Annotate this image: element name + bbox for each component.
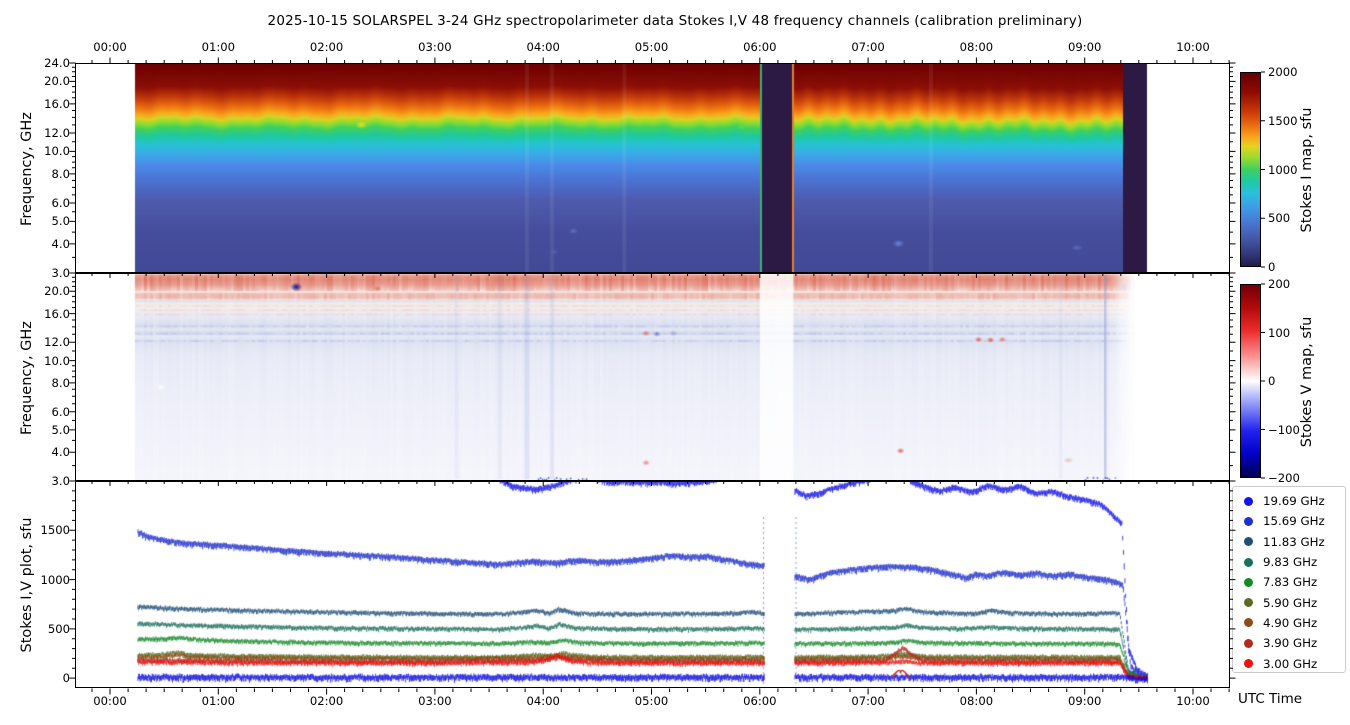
cb-tick-label: 1000 — [1268, 162, 1298, 177]
legend-marker-icon — [1244, 496, 1253, 506]
x-tick-label-bottom: 09:00 — [1067, 694, 1102, 708]
x-tick-label-bottom: 10:00 — [1176, 694, 1210, 708]
legend-marker-icon — [1244, 659, 1253, 669]
x-tick-label-top: 06:00 — [743, 40, 777, 54]
legend-entry: 3.90 GHz — [1233, 633, 1345, 653]
legend-marker-icon — [1244, 618, 1253, 628]
p2-y-tick-label: 12.0 — [44, 335, 70, 350]
p2-y-tick-label: 6.0 — [51, 404, 70, 419]
stokes-v-colorbar — [1240, 284, 1261, 478]
stokes-i-spectrogram — [75, 63, 1230, 273]
x-axis-label: UTC Time — [1238, 691, 1303, 707]
legend-marker-icon — [1244, 537, 1253, 547]
legend-label: 3.90 GHz — [1263, 636, 1318, 651]
legend-entry: 3.00 GHz — [1233, 653, 1345, 673]
p1-y-tick-label: 6.0 — [51, 196, 70, 210]
legend-entry: 5.90 GHz — [1233, 592, 1345, 612]
cb-tick-label: 100 — [1268, 325, 1291, 340]
legend-entry: 15.69 GHz — [1233, 511, 1345, 531]
x-tick-label-top: 01:00 — [201, 40, 236, 54]
legend-label: 11.83 GHz — [1263, 534, 1325, 549]
x-tick-label-bottom: 01:00 — [201, 694, 236, 708]
x-tick-label-bottom: 04:00 — [526, 694, 560, 708]
x-tick-label-top: 07:00 — [851, 40, 885, 54]
x-tick-label-top: 09:00 — [1067, 40, 1102, 54]
p2-y-tick-label: 5.0 — [51, 422, 70, 437]
p1-y-tick-label: 12.0 — [44, 126, 70, 140]
x-tick-label-top: 00:00 — [93, 40, 127, 54]
p1-y-tick-label: 20.0 — [44, 74, 70, 89]
p1-y-tick-label: 10.0 — [44, 144, 70, 159]
p3-y-tick-label: 1000 — [40, 572, 70, 587]
colorbar1-label: Stokes I map, sfu — [1299, 107, 1315, 233]
x-tick-label-bottom: 06:00 — [743, 694, 777, 708]
cb-tick-label: 500 — [1268, 211, 1291, 226]
p1-y-tick-label: 16.0 — [44, 96, 70, 111]
cb-tick-label: 0 — [1268, 374, 1276, 388]
cb-tick-label: 0 — [1268, 260, 1276, 274]
legend-marker-icon — [1244, 516, 1253, 526]
p2-y-tick-label: 10.0 — [44, 353, 70, 368]
p2-y-tick-label: 4.0 — [51, 445, 70, 460]
x-tick-label-bottom: 05:00 — [634, 694, 669, 708]
p3-y-tick-label: 1500 — [40, 523, 70, 538]
p1-y-tick-label: 8.0 — [51, 166, 70, 181]
x-tick-label-top: 05:00 — [634, 40, 669, 54]
panel3-ylabel: Stokes I,V plot, sfu — [19, 517, 35, 653]
legend-label: 9.83 GHz — [1263, 555, 1318, 570]
p1-y-tick-label: 3.0 — [51, 266, 70, 280]
legend-label: 15.69 GHz — [1263, 514, 1325, 529]
stokes-iv-lineplot — [75, 481, 1230, 688]
p2-y-tick-label: 20.0 — [44, 284, 70, 299]
x-tick-label-bottom: 08:00 — [959, 694, 994, 708]
cb-tick-label: −200 — [1268, 471, 1300, 485]
x-tick-label-top: 10:00 — [1176, 40, 1210, 54]
x-tick-label-top: 03:00 — [418, 40, 452, 54]
cb-tick-label: −100 — [1268, 422, 1300, 437]
p2-y-tick-label: 16.0 — [44, 306, 70, 321]
p3-y-tick-label: 500 — [47, 621, 70, 636]
stokes-i-colorbar — [1240, 72, 1261, 267]
x-tick-label-bottom: 03:00 — [418, 694, 452, 708]
legend-label: 4.90 GHz — [1263, 615, 1318, 630]
legend-entry: 11.83 GHz — [1233, 532, 1345, 552]
cb-tick-label: 200 — [1268, 277, 1291, 291]
legend-entry: 4.90 GHz — [1233, 613, 1345, 633]
legend-marker-icon — [1244, 638, 1253, 648]
x-tick-label-top: 02:00 — [309, 40, 344, 54]
cb-tick-label: 2000 — [1268, 65, 1298, 79]
p1-y-tick-label: 24.0 — [44, 56, 70, 70]
p2-y-tick-label: 3.0 — [51, 474, 70, 488]
p1-y-tick-label: 4.0 — [51, 236, 70, 251]
legend-label: 5.90 GHz — [1263, 595, 1318, 610]
x-tick-label-bottom: 00:00 — [93, 694, 127, 708]
legend: 19.69 GHz 15.69 GHz 11.83 GHz 9.83 GHz 7.83 … — [1232, 486, 1346, 673]
x-tick-label-bottom: 07:00 — [851, 694, 885, 708]
x-tick-label-top: 08:00 — [959, 40, 994, 54]
figure-title: 2025-10-15 SOLARSPEL 3-24 GHz spectropol… — [267, 13, 1083, 29]
legend-marker-icon — [1244, 577, 1253, 587]
legend-entry: 9.83 GHz — [1233, 552, 1345, 572]
legend-entry: 19.69 GHz — [1233, 491, 1345, 511]
p3-y-tick-label: 0 — [62, 671, 70, 686]
colorbar2-label: Stokes V map, sfu — [1299, 316, 1315, 448]
legend-marker-icon — [1244, 598, 1253, 608]
legend-label: 19.69 GHz — [1263, 494, 1325, 509]
x-tick-label-bottom: 02:00 — [309, 694, 344, 708]
p1-y-tick-label: 5.0 — [51, 214, 70, 229]
cb-tick-label: 1500 — [1268, 113, 1298, 128]
legend-entry: 7.83 GHz — [1233, 572, 1345, 592]
stokes-v-spectrogram — [75, 273, 1230, 481]
panel2-ylabel: Frequency, GHz — [19, 321, 35, 435]
p2-y-tick-label: 8.0 — [51, 375, 70, 390]
legend-label: 7.83 GHz — [1263, 575, 1318, 590]
legend-marker-icon — [1244, 557, 1253, 567]
panel1-ylabel: Frequency, GHz — [19, 112, 35, 226]
legend-label: 3.00 GHz — [1263, 656, 1318, 671]
x-tick-label-top: 04:00 — [526, 40, 560, 54]
